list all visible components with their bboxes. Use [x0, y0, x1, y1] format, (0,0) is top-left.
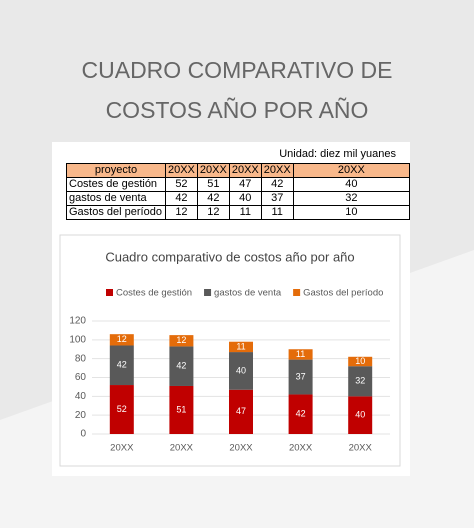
table-cell: proyecto — [66, 163, 166, 178]
table-cell: 20XX — [164, 163, 198, 178]
x-tick-label: 20XX — [289, 443, 313, 454]
page-title: COSTOS AÑO POR AÑO — [106, 97, 369, 123]
x-tick-label: 20XX — [349, 443, 373, 454]
table-cell: Costes de gestión — [66, 177, 166, 192]
legend-label: Costes de gestión — [116, 288, 192, 299]
table-cell: 42 — [260, 177, 294, 192]
table-row: Gastos del período 12 12 11 11 10 — [66, 205, 411, 220]
table-cell: 20XX — [292, 163, 411, 178]
bar — [288, 349, 313, 360]
bar — [109, 345, 134, 386]
bar — [109, 334, 134, 346]
legend-label: Gastos del período — [303, 288, 383, 299]
y-tick-label: 60 — [75, 372, 87, 383]
data-label: 10 — [355, 356, 365, 366]
data-label: 51 — [176, 404, 186, 414]
legend-label: gastos de venta — [214, 288, 282, 299]
data-label: 42 — [176, 361, 186, 371]
table-cell: Gastos del período — [66, 205, 166, 220]
table-cell: 10 — [292, 205, 411, 220]
data-label: 11 — [236, 341, 245, 351]
table-cell: 20XX — [196, 163, 230, 178]
bar — [229, 389, 253, 434]
data-table: proyecto 20XX 20XX 20XX 20XX 20XX Costes de ge… — [66, 163, 411, 220]
table-cell: 12 — [164, 205, 198, 220]
data-label: 37 — [296, 371, 306, 381]
table-cell: 40 — [292, 177, 411, 192]
data-label: 42 — [296, 409, 306, 419]
bar — [109, 385, 134, 434]
bar — [348, 366, 373, 397]
data-label: 12 — [176, 335, 186, 345]
bar — [229, 341, 253, 353]
y-tick-label: 100 — [69, 334, 86, 345]
table-cell: 20XX — [260, 163, 294, 178]
data-label: 40 — [355, 410, 365, 420]
x-tick-label: 20XX — [170, 443, 194, 454]
bar — [169, 346, 194, 386]
bar — [288, 359, 313, 395]
x-tick-label: 20XX — [110, 443, 134, 454]
page-title: CUADRO COMPARATIVO DE — [82, 57, 393, 83]
data-label: 42 — [117, 360, 127, 370]
bar — [169, 385, 194, 434]
unit-note: Unidad: diez mil yuanes — [279, 148, 396, 160]
y-tick-label: 0 — [80, 429, 86, 440]
chart-title: Cuadro comparativo de costos año por año — [105, 249, 354, 264]
bar — [169, 335, 194, 347]
legend-swatch — [106, 289, 113, 296]
data-label: 47 — [236, 406, 246, 416]
y-tick-label: 80 — [75, 353, 87, 364]
legend-swatch — [204, 289, 212, 296]
data-label: 32 — [355, 376, 365, 386]
table-row: proyecto 20XX 20XX 20XX 20XX 20XX — [66, 163, 411, 178]
bar — [348, 396, 373, 434]
legend-swatch — [293, 289, 301, 296]
data-label: 52 — [117, 404, 127, 414]
bar — [288, 394, 313, 434]
data-label: 11 — [296, 349, 305, 359]
y-tick-label: 20 — [75, 410, 87, 421]
table-cell: gastos de venta — [66, 191, 166, 206]
bar — [348, 356, 373, 367]
data-label: 12 — [117, 334, 127, 344]
table-cell: 11 — [228, 205, 262, 220]
data-label: 40 — [236, 365, 246, 375]
y-tick-label: 120 — [69, 316, 86, 327]
bar — [229, 352, 253, 390]
x-tick-label: 20XX — [229, 443, 253, 454]
y-tick-label: 40 — [75, 391, 87, 402]
